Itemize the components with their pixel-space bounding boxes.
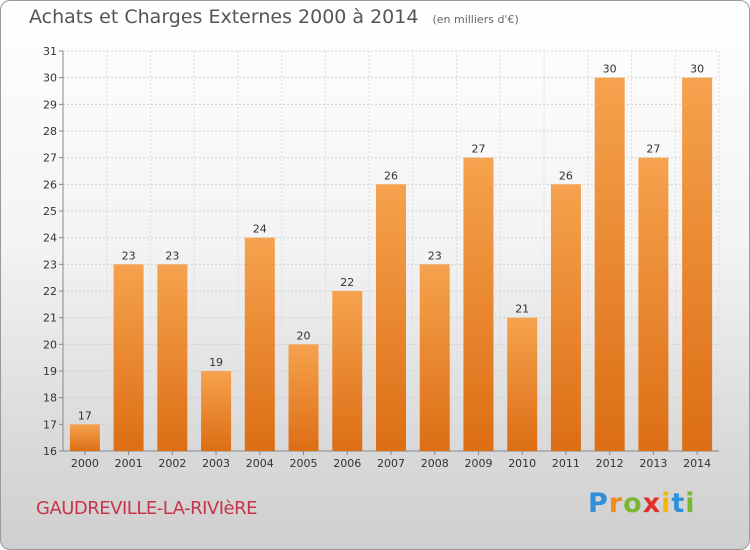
y-tick-label: 22 [43, 285, 57, 298]
x-tick-label: 2004 [246, 457, 274, 470]
y-tick-label: 19 [43, 365, 57, 378]
bar-value-label: 23 [165, 249, 179, 262]
x-tick-label: 2003 [202, 457, 230, 470]
x-tick-label: 2012 [596, 457, 624, 470]
bar [638, 157, 669, 451]
bar-value-label: 30 [690, 63, 704, 76]
bar-value-label: 24 [253, 223, 267, 236]
bar-value-label: 30 [603, 63, 617, 76]
commune-name: GAUDREVILLE-LA-RIVIèRE [36, 498, 257, 519]
proxiti-logo: Proxiti [588, 488, 696, 519]
bar [332, 291, 363, 451]
bar [113, 264, 144, 451]
logo-letter: o [623, 488, 643, 519]
bar [682, 77, 713, 452]
x-tick-label: 2014 [683, 457, 711, 470]
x-tick-label: 2011 [552, 457, 580, 470]
bar-value-label: 27 [646, 143, 660, 156]
bar [594, 77, 625, 452]
logo-letter: r [608, 488, 624, 519]
title-row: Achats et Charges Externes 2000 à 2014 (… [29, 6, 519, 28]
x-tick-label: 2010 [508, 457, 536, 470]
bar-value-label: 26 [384, 169, 398, 182]
bar-value-label: 21 [515, 303, 529, 316]
x-tick-label: 2002 [158, 457, 186, 470]
y-tick-label: 26 [43, 178, 57, 191]
bar [157, 264, 188, 451]
bar [507, 317, 538, 451]
bar [69, 424, 100, 451]
x-tick-label: 2005 [290, 457, 318, 470]
y-tick-label: 16 [43, 445, 57, 458]
x-tick-label: 2000 [71, 457, 99, 470]
x-tick-label: 2001 [115, 457, 143, 470]
bar-value-label: 19 [209, 356, 223, 369]
bar [550, 184, 581, 452]
logo-letter: t [671, 488, 686, 519]
x-tick-label: 2007 [377, 457, 405, 470]
y-tick-label: 27 [43, 152, 57, 165]
chart-title: Achats et Charges Externes 2000 à 2014 [29, 6, 419, 28]
y-tick-label: 23 [43, 258, 57, 271]
logo-letter: i [661, 488, 672, 519]
bar [288, 344, 319, 451]
logo-letter: i [685, 488, 696, 519]
bar [201, 371, 232, 451]
y-tick-label: 18 [43, 392, 57, 405]
bar-value-label: 22 [340, 276, 354, 289]
bar [376, 184, 406, 452]
chart-subtitle: (en milliers d'€) [432, 13, 519, 26]
bar-value-label: 20 [297, 329, 311, 342]
y-tick-label: 29 [43, 98, 57, 111]
y-tick-label: 20 [43, 338, 57, 351]
y-tick-label: 28 [43, 125, 57, 138]
bar [244, 237, 275, 451]
bar-value-label: 27 [471, 143, 485, 156]
x-tick-label: 2009 [464, 457, 492, 470]
x-tick-label: 2013 [639, 457, 667, 470]
y-tick-label: 17 [43, 418, 57, 431]
y-tick-label: 21 [43, 312, 57, 325]
y-tick-label: 24 [43, 232, 57, 245]
bar-value-label: 23 [122, 249, 136, 262]
logo-letter: x [642, 488, 662, 519]
y-tick-label: 25 [43, 205, 57, 218]
y-tick-label: 31 [43, 45, 57, 58]
bar-value-label: 17 [78, 409, 92, 422]
bar [463, 157, 494, 451]
y-tick-label: 30 [43, 72, 57, 85]
x-tick-label: 2006 [333, 457, 361, 470]
x-tick-label: 2008 [421, 457, 449, 470]
bar-value-label: 23 [428, 249, 442, 262]
bar-value-label: 26 [559, 169, 573, 182]
bar [419, 264, 450, 451]
logo-letter: P [588, 488, 609, 519]
